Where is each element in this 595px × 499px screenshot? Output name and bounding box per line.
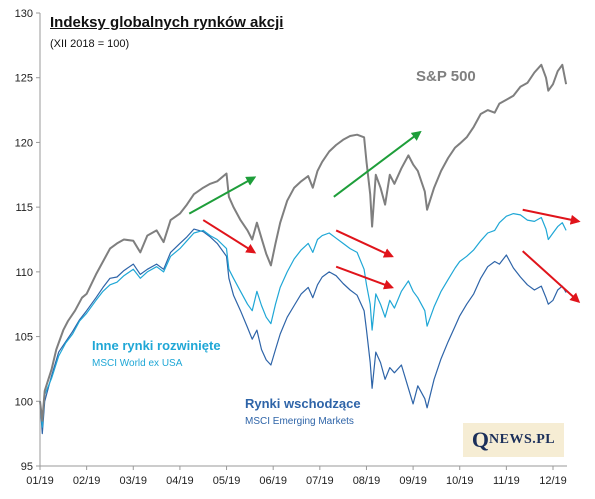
up-trend-arrow (333, 130, 422, 198)
y-tick-label: 105 (15, 332, 33, 344)
y-tick-label: 110 (15, 267, 33, 279)
chart-title: Indeksy globalnych rynków akcji (50, 14, 284, 31)
series-sp500-line (39, 63, 568, 422)
x-tick-label: 01/19 (26, 475, 54, 487)
axes (39, 13, 567, 467)
label-emerging: Rynki wschodzące (245, 396, 361, 411)
ticks: 95 100 105 110 115 120 125 130 01/19 02/19 03/19 04… (15, 8, 567, 487)
y-tick-label: 120 (15, 137, 33, 149)
chart-subtitle: (XII 2018 = 100) (50, 38, 130, 50)
x-tick-label: 08/19 (353, 475, 381, 487)
label-sp500: S&P 500 (416, 68, 476, 85)
x-tick-label: 04/19 (166, 475, 194, 487)
y-tick-label: 95 (21, 461, 33, 473)
x-tick-label: 09/19 (399, 475, 427, 487)
series-developed-line (39, 213, 567, 428)
x-tick-label: 11/19 (493, 475, 520, 487)
series-lines (39, 63, 568, 435)
down-trend-arrow (335, 229, 394, 258)
down-trend-arrow (522, 208, 581, 225)
x-tick-label: 12/19 (539, 475, 567, 487)
label-developed-sub: MSCI World ex USA (92, 358, 183, 369)
trend-arrows (188, 130, 581, 303)
x-tick-label: 05/19 (213, 475, 241, 487)
y-tick-label: 100 (15, 396, 33, 408)
logo-rest: NEWS.PL (489, 432, 556, 447)
x-tick-label: 06/19 (259, 475, 287, 487)
y-tick-label: 125 (15, 73, 33, 85)
x-tick-label: 10/19 (446, 475, 474, 487)
down-trend-arrow (335, 265, 394, 290)
qnews-logo: Q NEWS.PL (463, 423, 564, 457)
x-tick-label: 07/19 (306, 475, 334, 487)
label-emerging-sub: MSCI Emerging Markets (245, 416, 354, 427)
y-tick-label: 130 (15, 8, 33, 20)
y-tick-label: 115 (15, 202, 33, 214)
x-tick-label: 02/19 (73, 475, 101, 487)
label-developed: Inne rynki rozwinięte (92, 338, 221, 353)
series-emerging-line (39, 228, 567, 435)
logo-q: Q (471, 427, 489, 452)
x-tick-label: 03/19 (120, 475, 148, 487)
down-trend-arrow (522, 250, 581, 303)
up-trend-arrow (188, 176, 257, 215)
down-trend-arrow (202, 219, 257, 254)
